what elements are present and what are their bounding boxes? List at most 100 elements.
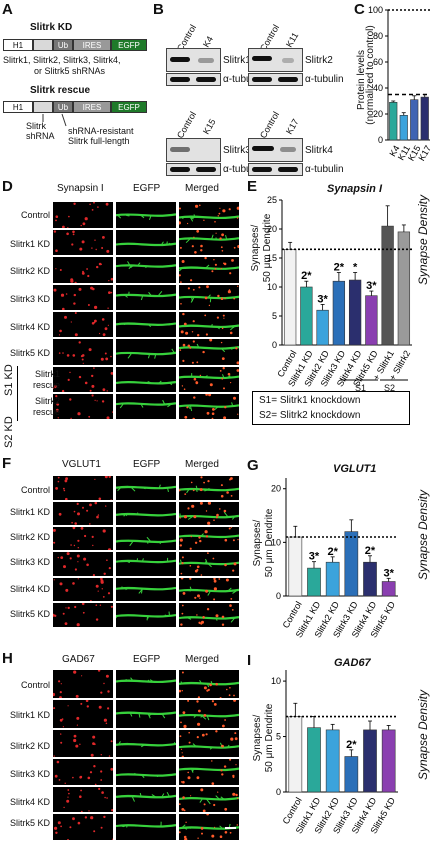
panelf-puncta-r5-c0-1 bbox=[77, 623, 80, 626]
panelh-puncta-r5-c2-12 bbox=[206, 814, 209, 815]
panelf-micrograph-svg-r5-c1 bbox=[116, 603, 176, 627]
panelh-puncta-r5-c2-2 bbox=[220, 835, 223, 838]
paneld-puncta-r0-c0-9 bbox=[73, 203, 75, 205]
panelh-puncta-r2-c2-4 bbox=[180, 735, 182, 737]
panelf-puncta-r4-c2-2 bbox=[213, 598, 215, 600]
panelf-puncta-r0-c2-8 bbox=[203, 482, 205, 484]
panelh-micrograph-r5-c2 bbox=[179, 814, 239, 840]
paneld-puncta-r1-c0-4 bbox=[72, 231, 75, 234]
paneld-puncta-r1-c2-7 bbox=[221, 233, 224, 236]
paneld-puncta-r6-c2-9 bbox=[237, 369, 240, 372]
panelh-puncta-r5-c2-3 bbox=[211, 835, 214, 838]
panele-legend-box: S1= Slitrk1 knockdown S2= Slitrk2 knockd… bbox=[252, 391, 410, 425]
panelf-micrograph-svg-r2-c2 bbox=[179, 527, 239, 550]
panelh-puncta-r3-c0-3 bbox=[100, 770, 102, 772]
panel-label-b: B bbox=[153, 1, 164, 18]
panelh-puncta-r2-c0-5 bbox=[54, 755, 55, 756]
paneld-puncta-r1-c0-10 bbox=[54, 230, 56, 232]
paneld-puncta-r4-c0-13 bbox=[94, 322, 96, 324]
panelh-col-gad67: GAD67 bbox=[62, 654, 95, 665]
paneld-puncta-r4-c2-8 bbox=[230, 332, 233, 335]
panelg-side-label: Synapse Density bbox=[416, 470, 430, 600]
paneli-ytick-label-0: 0 bbox=[276, 787, 281, 797]
rescue-title: Slitrk rescue bbox=[30, 85, 90, 96]
panelh-puncta-r5-c0-6 bbox=[112, 839, 113, 841]
panelh-puncta-r2-c2-13 bbox=[197, 736, 199, 738]
panelf-puncta-r1-c0-6 bbox=[89, 504, 92, 507]
panelh-puncta-r0-c2-12 bbox=[182, 690, 183, 691]
panelh-puncta-r5-c2-5 bbox=[225, 831, 228, 834]
paneld-puncta-r3-c0-6 bbox=[94, 306, 97, 309]
panelh-puncta-r3-c0-8 bbox=[88, 777, 91, 780]
panelf-puncta-r1-c0-10 bbox=[74, 522, 77, 525]
paneld-puncta-r3-c2-9 bbox=[188, 287, 190, 289]
panelh-puncta-r2-c2-0 bbox=[188, 732, 190, 734]
panelf-micrograph-svg-r1-c0 bbox=[53, 502, 113, 525]
panelf-puncta-r5-c2-7 bbox=[222, 624, 224, 626]
paneli-bar-2 bbox=[326, 730, 339, 792]
panelf-puncta-r2-c0-12 bbox=[70, 544, 72, 546]
blot4-band-kd bbox=[280, 147, 296, 152]
panelf-puncta-r4-c0-3 bbox=[96, 585, 99, 588]
panelf-puncta-r2-c0-13 bbox=[84, 535, 86, 537]
panelg-signif-5: 3* bbox=[383, 567, 394, 579]
paneld-micrograph-r4-c0 bbox=[53, 312, 113, 337]
panelf-puncta-r3-c0-10 bbox=[109, 567, 111, 569]
panelh-puncta-r4-c0-6 bbox=[88, 810, 89, 811]
panelf-micrograph-svg-r3-c2 bbox=[179, 552, 239, 576]
panelf-spine-r1-c2-0 bbox=[188, 517, 192, 520]
paneld-puncta-r7-c2-9 bbox=[193, 396, 195, 398]
paneld-puncta-r0-c2-3 bbox=[222, 209, 225, 212]
panelf-puncta-r0-c0-7 bbox=[94, 479, 95, 480]
panelf-puncta-r3-c2-11 bbox=[224, 564, 227, 567]
panelh-puncta-r2-c0-8 bbox=[74, 735, 77, 738]
paneli-xtick-label-2: Slitrk2 KD bbox=[312, 795, 341, 834]
panelf-row-slitrk1: Slitrk1 KD bbox=[0, 507, 50, 517]
panelh-puncta-r3-c2-5 bbox=[181, 781, 183, 783]
panelh-puncta-r0-c0-4 bbox=[58, 680, 60, 682]
paneld-puncta-r6-c0-1 bbox=[62, 390, 64, 392]
paneld-puncta-r7-c0-3 bbox=[112, 411, 113, 412]
panelh-puncta-r2-c2-6 bbox=[234, 732, 236, 734]
paneld-puncta-r0-c0-5 bbox=[89, 204, 91, 206]
paneld-puncta-r1-c0-0 bbox=[82, 240, 85, 243]
panelh-puncta-r5-c2-4 bbox=[185, 822, 186, 823]
blot4-loading-label: α-tubulin bbox=[305, 164, 344, 175]
paneli-bar-3 bbox=[345, 757, 358, 792]
panelh-puncta-r4-c0-4 bbox=[67, 789, 69, 791]
panelf-micrograph-svg-r5-c0 bbox=[53, 603, 113, 627]
paneld-puncta-r7-c2-0 bbox=[205, 394, 208, 396]
panelf-puncta-r4-c0-12 bbox=[78, 578, 79, 579]
panelh-puncta-r2-c2-9 bbox=[181, 749, 182, 750]
panelh-puncta-r2-c2-11 bbox=[206, 733, 208, 735]
panelf-puncta-r4-c2-8 bbox=[194, 597, 196, 599]
paneld-puncta-r2-c0-11 bbox=[87, 275, 89, 277]
paneli-xtick-label-0: Control bbox=[281, 796, 304, 826]
panelf-micrograph-r3-c1 bbox=[116, 552, 176, 576]
panelf-puncta-r2-c2-0 bbox=[190, 548, 192, 550]
paneli-xtick-label-3: Slitrk3 KD bbox=[331, 795, 360, 834]
panelf-puncta-r3-c2-3 bbox=[201, 574, 203, 576]
panelf-puncta-r0-c2-9 bbox=[200, 488, 203, 491]
paneld-puncta-r0-c2-13 bbox=[187, 223, 188, 224]
panelh-dendrite-r1-c1 bbox=[116, 712, 176, 713]
panelf-puncta-r2-c2-3 bbox=[231, 527, 232, 528]
paneld-puncta-r4-c0-8 bbox=[75, 333, 78, 336]
paneld-puncta-r2-c2-11 bbox=[180, 281, 182, 283]
panelf-puncta-r2-c2-13 bbox=[198, 536, 200, 538]
panelh-puncta-r4-c2-6 bbox=[235, 794, 237, 796]
paneld-puncta-r5-c2-8 bbox=[183, 344, 186, 347]
panelc-xtick-label-2: K15 bbox=[406, 144, 423, 163]
panelh-puncta-r5-c0-11 bbox=[67, 839, 69, 840]
panelg-bar-0 bbox=[289, 537, 302, 596]
panelh-puncta-r2-c2-2 bbox=[230, 738, 233, 741]
panelf-puncta-r2-c0-6 bbox=[53, 529, 56, 532]
paneld-puncta-r3-c2-11 bbox=[198, 286, 200, 288]
blot2-loading-label: α-tubulin bbox=[305, 74, 344, 85]
paneld-spine-r0-c1-3 bbox=[126, 215, 129, 216]
panelf-micrograph-r3-c2 bbox=[179, 552, 239, 576]
paneld-micrograph-r6-c2 bbox=[179, 367, 239, 392]
panelf-micrograph-r0-c0 bbox=[53, 476, 113, 500]
paneld-micrograph-r7-c2 bbox=[179, 394, 239, 419]
paneld-puncta-r4-c2-10 bbox=[192, 331, 193, 332]
